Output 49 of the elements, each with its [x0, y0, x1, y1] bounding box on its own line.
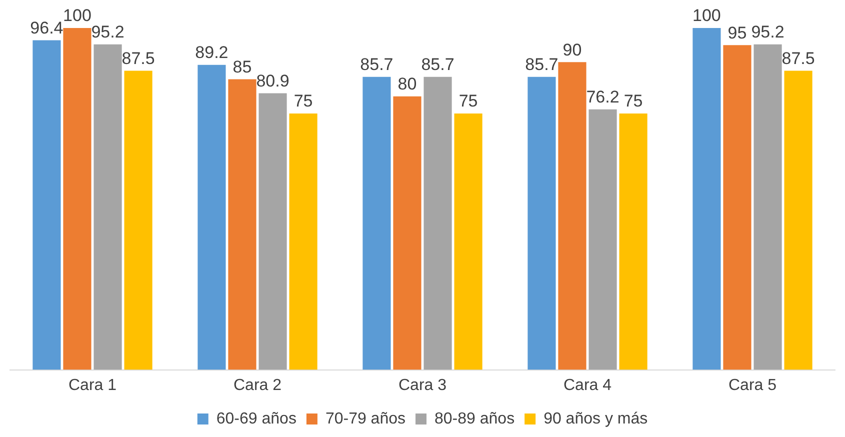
data-label: 85.7: [360, 55, 394, 74]
data-label: 100: [63, 6, 92, 26]
x-tick-label: Cara 2: [233, 376, 282, 394]
data-label: 75: [458, 92, 478, 111]
bar: [393, 96, 422, 370]
data-label: 85.7: [525, 55, 558, 74]
bar: [63, 28, 92, 370]
bar: [289, 113, 318, 370]
data-label: 85: [232, 57, 252, 76]
legend-label: 90 años y más: [544, 410, 648, 428]
data-label: 89.2: [195, 43, 228, 62]
bar: [228, 79, 256, 370]
data-label: 80: [398, 74, 417, 94]
bar: [94, 44, 122, 370]
bar: [362, 76, 391, 370]
bar: [528, 76, 556, 370]
bar: [692, 28, 721, 370]
data-label: 100: [692, 6, 721, 26]
data-label: 80.9: [256, 71, 290, 90]
bar: [454, 113, 482, 370]
bar: [124, 70, 152, 370]
bar: [588, 109, 617, 370]
data-label: 75: [294, 92, 313, 111]
bar: [424, 76, 452, 370]
data-label: 96.4: [30, 18, 64, 38]
legend-label: 70-79 años: [325, 410, 406, 428]
data-label: 95: [728, 23, 747, 42]
data-label: 87.5: [122, 48, 155, 68]
data-label: 95.2: [751, 22, 784, 42]
data-label: 90: [562, 40, 582, 60]
legend-label: 60-69 años: [216, 410, 296, 428]
data-label: 76.2: [586, 88, 620, 107]
x-tick-label: Cara 3: [398, 376, 447, 394]
x-tick-label: Cara 5: [728, 376, 777, 394]
bar: [723, 45, 752, 370]
bar: [754, 44, 782, 370]
bar: [198, 64, 226, 370]
bar: [258, 93, 287, 370]
data-label: 95.2: [91, 22, 124, 42]
legend-label: 80-89 años: [434, 410, 515, 428]
x-tick-label: Cara 4: [563, 376, 612, 394]
x-tick-label: Cara 1: [68, 376, 117, 394]
bar: [784, 70, 812, 370]
data-label: 85.7: [421, 55, 454, 74]
data-label: 75: [624, 92, 643, 111]
bar: [32, 40, 61, 370]
bar: [558, 62, 586, 370]
data-label: 87.5: [782, 48, 815, 68]
bar: [619, 113, 648, 370]
